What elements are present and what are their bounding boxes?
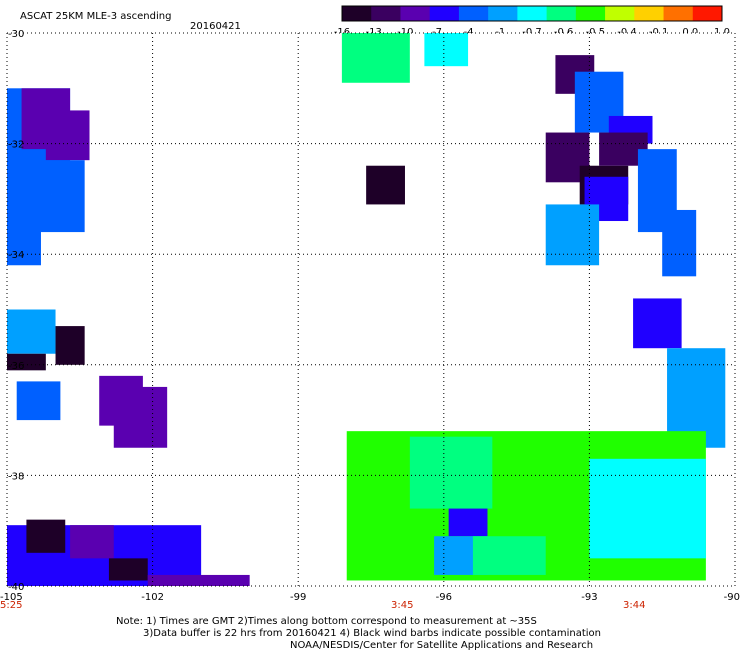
colorbar-frame	[341, 5, 723, 22]
colorbar-label: -13	[365, 27, 381, 38]
heatmap-cell	[16, 381, 61, 421]
heatmap-cell	[7, 309, 56, 354]
x-tick-label: -90	[724, 592, 740, 603]
heatmap-cell	[633, 298, 682, 349]
heatmap-cell	[45, 110, 90, 161]
y-tick-label: -38	[8, 471, 24, 482]
heatmap-cell	[341, 33, 410, 83]
y-tick-label: -34	[8, 250, 24, 261]
colorbar-swatch	[400, 6, 431, 21]
chart-date: 20160421	[190, 21, 241, 32]
colorbar-swatch	[458, 6, 489, 21]
colorbar-label: -7	[432, 27, 442, 38]
heatmap-cell	[448, 508, 488, 537]
heatmap-cell	[589, 458, 706, 559]
x-tick-label: -93	[581, 592, 597, 603]
heatmap-cell	[424, 33, 469, 67]
heatmap-cell	[662, 209, 697, 277]
time-label-3: 3:44	[623, 600, 645, 611]
time-label-1: 5:25	[0, 600, 22, 611]
heatmap-cell	[7, 353, 46, 371]
colorbar-swatch	[517, 6, 548, 21]
heatmap-cell	[26, 519, 66, 553]
colorbar-swatch	[488, 6, 518, 21]
x-tick-label: -96	[436, 592, 452, 603]
heatmap-cell	[113, 386, 168, 448]
colorbar-label: -1	[495, 27, 505, 38]
y-tick-label: -40	[8, 582, 24, 593]
colorbar-swatch	[546, 6, 577, 21]
colorbar-label: -16	[334, 27, 350, 38]
heatmap-cell	[70, 525, 114, 559]
colorbar-swatch	[371, 6, 401, 21]
colorbar-swatch	[342, 6, 372, 21]
x-tick-labels: -105 -102 -99 -96 -93 -90	[0, 592, 740, 603]
colorbar-label: -0.1	[649, 27, 669, 38]
colorbar-label: 0.0	[682, 27, 698, 38]
heatmap-cell	[472, 536, 546, 575]
heatmap-cell	[545, 204, 600, 266]
heatmap-cell	[108, 558, 148, 581]
heatmap-cell	[409, 436, 493, 509]
colorbar-swatch	[605, 6, 635, 21]
y-tick-label: -30	[8, 29, 24, 40]
y-tick-labels: -30 -32 -34 -36 -38 -40	[8, 29, 24, 593]
colorbar-swatch	[663, 6, 694, 21]
colorbar-label: 1.0	[714, 27, 730, 38]
grid-lines	[6, 32, 736, 587]
colorbar-swatch	[575, 6, 606, 21]
time-label-2: 3:45	[391, 600, 413, 611]
plot-area	[6, 32, 736, 587]
colorbar-label: -4	[464, 27, 474, 38]
colorbar-swatch	[634, 6, 665, 21]
colorbar-swatch	[429, 6, 460, 21]
footer-note-3: NOAA/NESDIS/Center for Satellite Applica…	[290, 640, 593, 650]
y-tick-label: -32	[8, 140, 24, 151]
heatmap-cell	[7, 160, 85, 233]
heatmap-cell	[7, 226, 41, 266]
footer-note-2: 3)Data buffer is 22 hrs from 20160421 4)…	[143, 628, 601, 639]
heatmap-cell	[147, 574, 250, 586]
colorbar-label: -10	[397, 27, 413, 38]
colorbar-swatch	[692, 6, 723, 21]
heatmap-cell	[55, 326, 85, 365]
x-tick-label: -102	[141, 592, 164, 603]
footer-note-1: Note: 1) Times are GMT 2)Times along bot…	[116, 616, 537, 627]
heatmap-cells	[7, 33, 726, 586]
chart-title: ASCAT 25KM MLE-3 ascending	[20, 11, 171, 22]
y-tick-label: -36	[8, 361, 24, 372]
x-tick-label: -105	[0, 592, 23, 603]
x-tick-label: -99	[290, 592, 306, 603]
heatmap-cell	[366, 165, 405, 205]
